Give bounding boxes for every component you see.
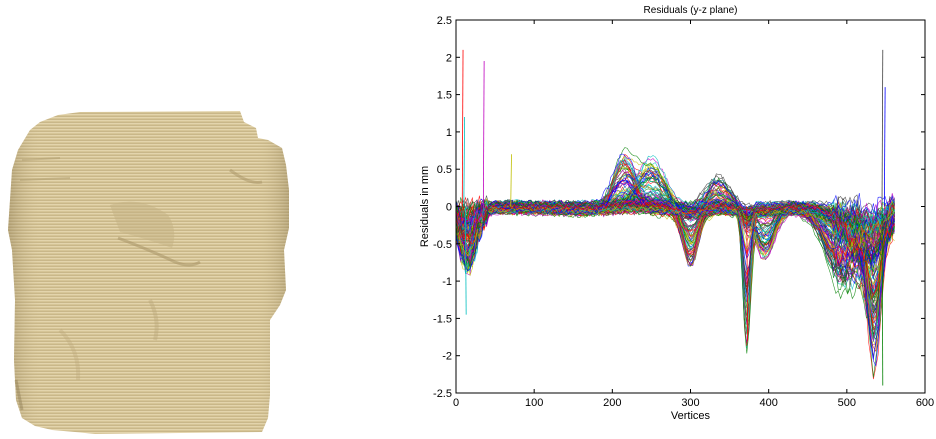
residual-series-line [455, 155, 895, 332]
x-tick-label: 400 [759, 397, 777, 409]
residual-series-line [455, 164, 895, 341]
x-tick-label: 300 [681, 397, 699, 409]
y-tick-label: 1.5 [437, 90, 452, 102]
residual-spike [746, 206, 748, 341]
y-tick-label: 0.5 [437, 164, 452, 176]
residual-spike [881, 206, 884, 386]
residual-spike [510, 154, 512, 207]
residual-spike [461, 49, 464, 207]
residual-series-group [455, 49, 895, 386]
y-tick-label: -0.5 [433, 239, 452, 251]
x-tick-label: 200 [603, 397, 621, 409]
scan-surface-image [8, 111, 289, 434]
residual-spike [482, 61, 485, 207]
y-tick-label: 2.5 [437, 15, 452, 27]
residual-series-line [455, 201, 895, 289]
residual-series-line [455, 186, 895, 358]
residual-series-line [455, 169, 895, 270]
residual-series-line [455, 180, 895, 268]
x-axis-label: Vertices [671, 410, 711, 422]
residual-series-line [455, 207, 895, 342]
y-axis: 2.5 2 1.5 1 0.5 0 -0.5 -1 -1.5 -2 -2.5 [433, 15, 925, 400]
residual-spike [881, 49, 884, 207]
residual-series-line [455, 193, 895, 251]
chart-title: Residuals (y-z plane) [644, 5, 738, 16]
y-tick-label: 0 [446, 202, 452, 214]
residual-series-line [455, 153, 895, 367]
y-axis-label: Residuals in mm [419, 166, 431, 247]
x-tick-label: 0 [453, 397, 459, 409]
residual-series-line [455, 158, 895, 297]
y-tick-label: -1.5 [433, 313, 452, 325]
residual-series-line [455, 153, 895, 380]
x-tick-label: 500 [838, 397, 856, 409]
x-tick-label: 100 [525, 397, 543, 409]
y-tick-label: 2 [446, 52, 452, 64]
y-tick-label: -2 [442, 351, 452, 363]
y-tick-label: -2.5 [433, 388, 452, 400]
residual-series-line [455, 174, 895, 291]
residual-series-line [455, 193, 895, 354]
x-tick-label: 600 [916, 397, 934, 409]
x-axis: 0 100 200 300 400 500 600 [453, 20, 934, 409]
residual-spike [883, 87, 886, 207]
residual-spike [463, 116, 465, 207]
y-tick-label: -1 [442, 276, 452, 288]
y-tick-label: 1 [446, 127, 452, 139]
residual-series-line [455, 179, 895, 272]
residual-spike [464, 206, 467, 315]
